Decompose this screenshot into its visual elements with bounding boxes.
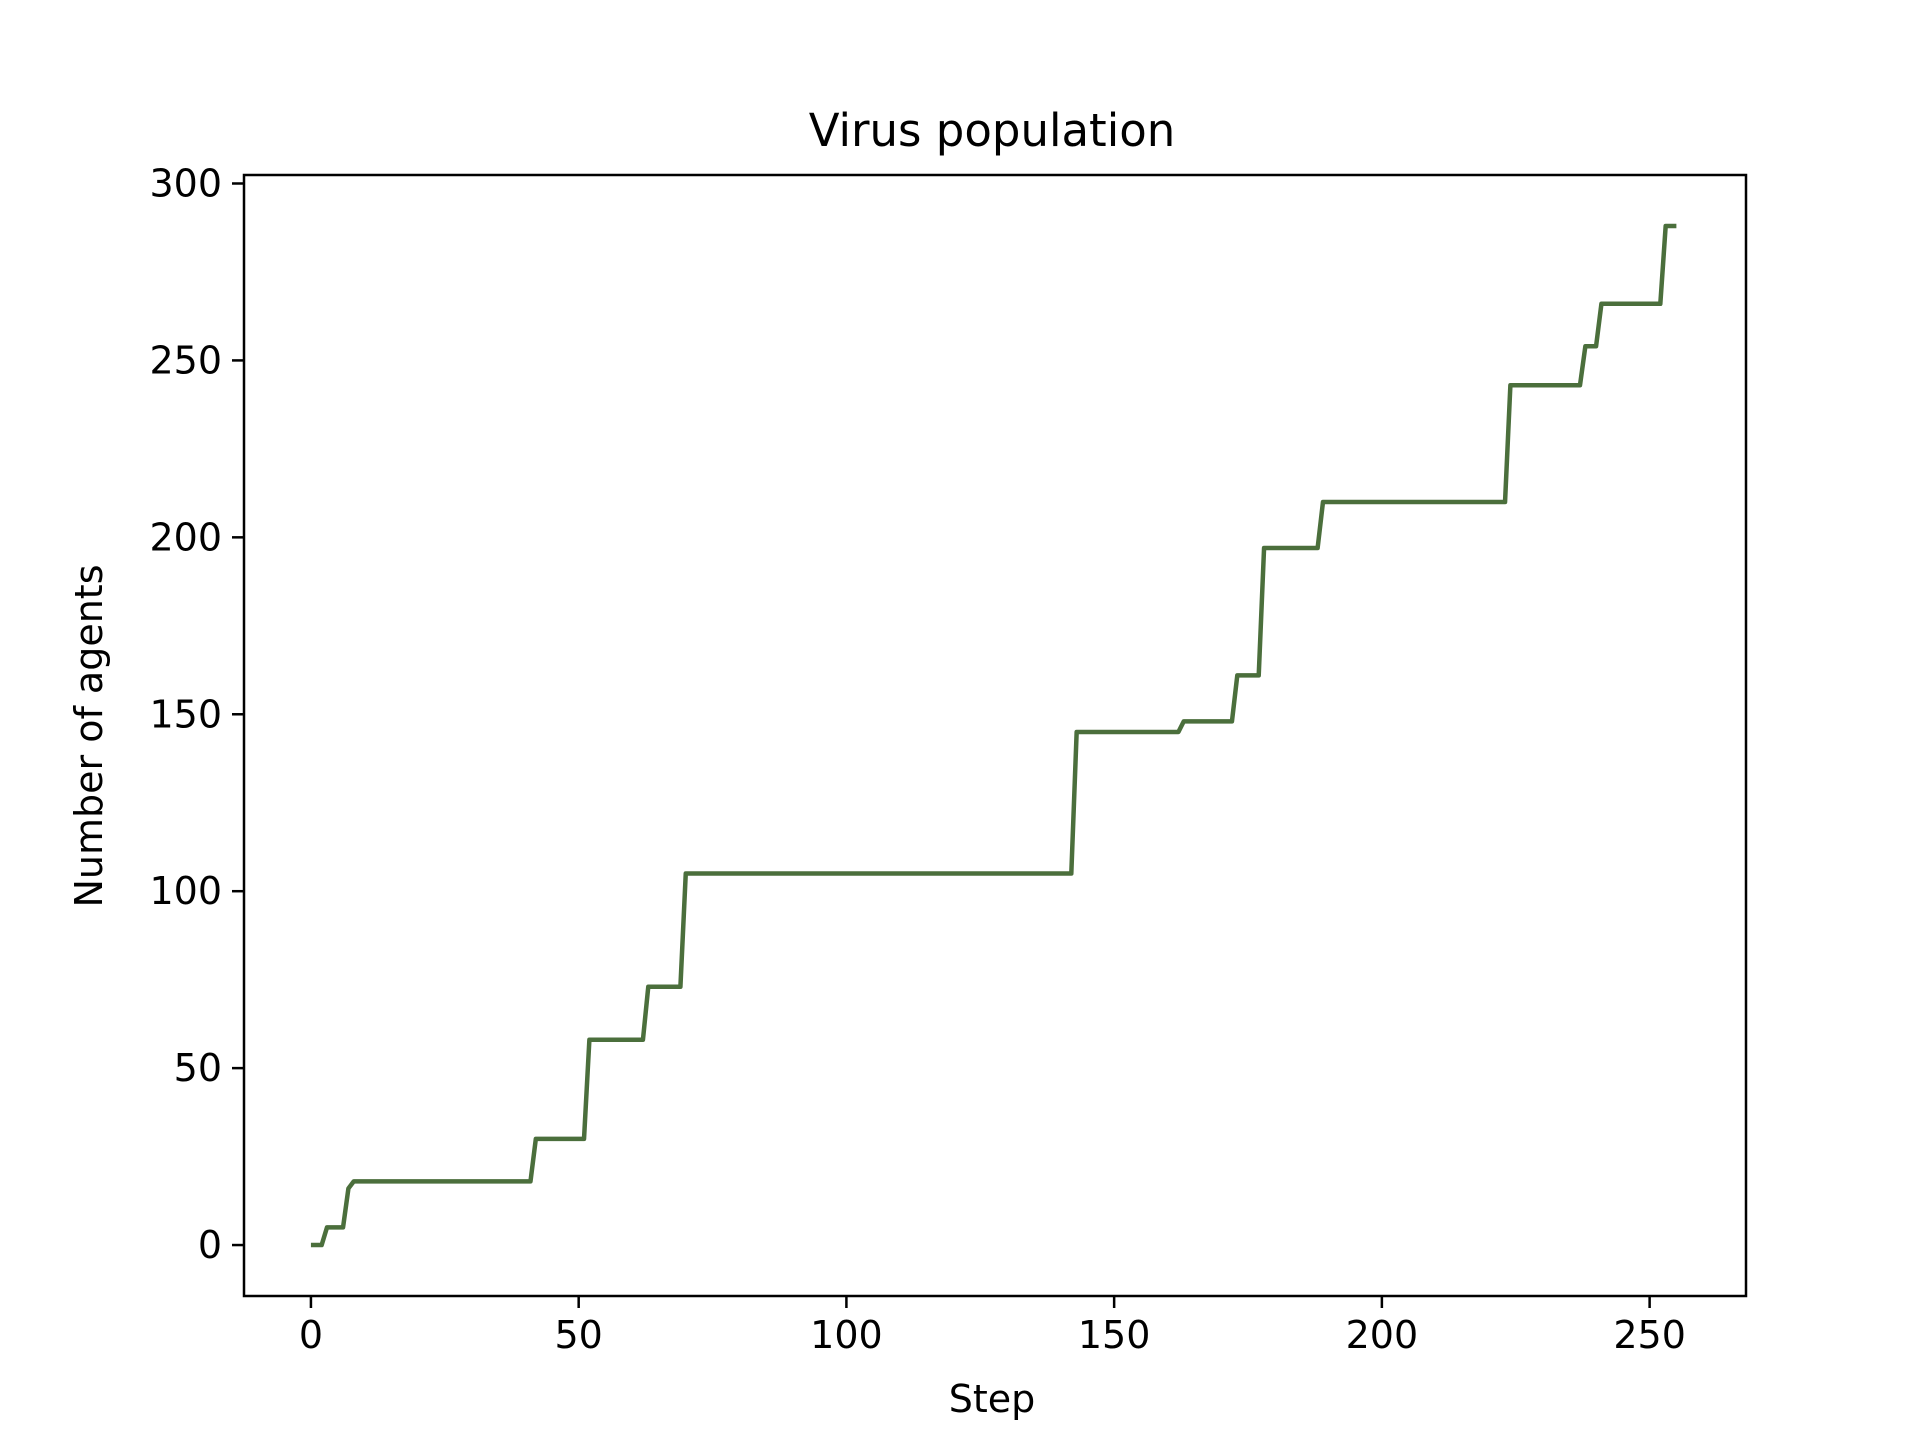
x-tick-label: 150 — [1078, 1313, 1151, 1357]
y-tick-label: 200 — [149, 515, 222, 559]
series-line — [310, 223, 1677, 1248]
x-tick-label: 100 — [810, 1313, 883, 1357]
y-tick-label: 150 — [149, 692, 222, 736]
x-tick-label: 250 — [1613, 1313, 1686, 1357]
x-tick-label: 200 — [1346, 1313, 1419, 1357]
chart-title: Virus population — [809, 104, 1176, 157]
y-tick-label: 50 — [174, 1046, 222, 1090]
y-tick-label: 100 — [149, 869, 222, 913]
plot-area-frame — [242, 173, 1748, 1298]
y-tick-label: 0 — [198, 1223, 222, 1267]
y-tick-label: 250 — [149, 338, 222, 382]
x-axis-label: Step — [949, 1377, 1036, 1421]
y-tick-label: 300 — [149, 161, 222, 205]
y-axis-label: Number of agents — [67, 564, 111, 907]
x-tick-label: 0 — [299, 1313, 323, 1357]
x-tick-label: 50 — [554, 1313, 602, 1357]
axis-ticks: 0 50 100 150 200 250 0 50 100 150 200 250 300 — [149, 161, 1685, 1357]
series-layer — [310, 223, 1677, 1248]
